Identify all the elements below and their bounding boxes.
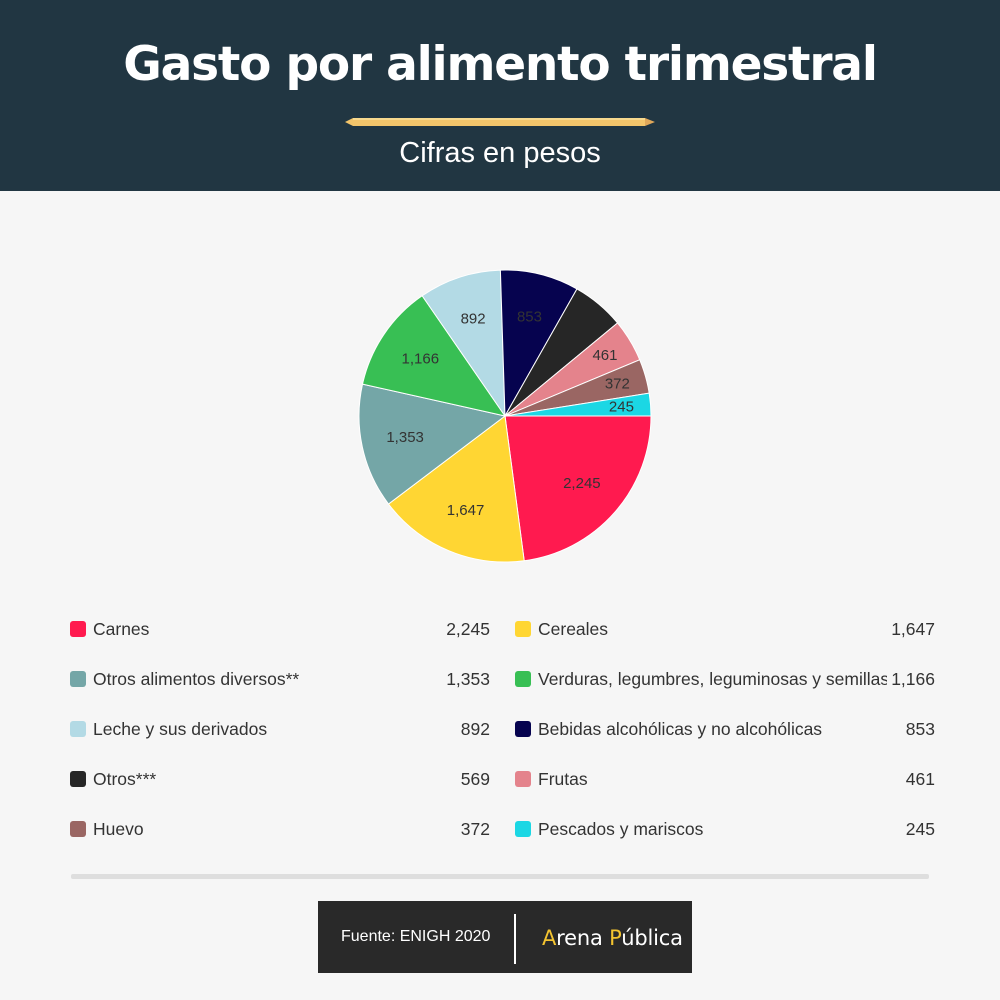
- legend-label: Huevo: [93, 818, 144, 839]
- legend-value: 1,166: [891, 668, 935, 689]
- slice-label-frutas: 461: [592, 347, 617, 364]
- legend-value: 461: [905, 768, 935, 789]
- slice-label-leche-y-sus-derivados: 892: [461, 310, 486, 327]
- legend-swatch: [70, 621, 86, 637]
- legend-label: Otros alimentos diversos**: [93, 668, 300, 689]
- legend-label: Verduras, legumbres, leguminosas y semil…: [538, 668, 888, 689]
- pie-slice-verduras-legumbres-leguminosas-y-semillas: [361, 295, 507, 417]
- legend-item-leche-y-sus-derivados: Leche y sus derivados 892: [70, 704, 490, 754]
- legend-item-carnes: Carnes 2,245: [70, 604, 490, 654]
- pie-chart: 2,245 1,647 1,353 1,166 892 853 461 372 245: [355, 266, 655, 566]
- legend-item-otros: Otros*** 569: [70, 754, 490, 804]
- legend-label: Carnes: [93, 618, 150, 639]
- legend-swatch: [70, 821, 86, 837]
- legend-item-pescados-y-mariscos: Pescados y mariscos 245: [515, 804, 935, 854]
- legend-swatch: [70, 721, 86, 737]
- legend-swatch: [515, 721, 531, 737]
- slice-label-cereales: 1,647: [447, 502, 485, 519]
- legend-value: 1,647: [891, 618, 935, 639]
- legend-value: 245: [905, 818, 935, 839]
- legend-value: 1,353: [446, 668, 490, 689]
- chart-legend: Carnes 2,245 Cereales 1,647 Otros alimentos …: [70, 604, 935, 854]
- header-banner: Gasto por alimento trimestral Cifras en …: [0, 0, 1000, 191]
- legend-swatch: [515, 821, 531, 837]
- pencil-divider-icon: [345, 118, 655, 126]
- pie-slice-carnes: [504, 415, 652, 562]
- legend-item-otros-alimentos-diversos: Otros alimentos diversos** 1,353: [70, 654, 490, 704]
- legend-label: Bebidas alcohólicas y no alcohólicas: [538, 718, 823, 739]
- footer-bar: Fuente: ENIGH 2020 Arena Pública: [318, 901, 692, 973]
- source-note: Fuente: ENIGH 2020: [341, 928, 491, 945]
- legend-item-cereales: Cereales 1,647: [515, 604, 935, 654]
- footer-divider: [514, 914, 516, 964]
- legend-swatch: [70, 671, 86, 687]
- legend-swatch: [70, 771, 86, 787]
- slice-label-huevo: 372: [605, 376, 630, 393]
- legend-swatch: [515, 771, 531, 787]
- slice-label-carnes: 2,245: [563, 475, 601, 492]
- divider-line: [71, 874, 929, 879]
- page-title: Gasto por alimento trimestral: [123, 37, 878, 92]
- legend-value: 2,245: [446, 618, 490, 639]
- legend-swatch: [515, 621, 531, 637]
- legend-label: Pescados y mariscos: [538, 818, 704, 839]
- legend-swatch: [515, 671, 531, 687]
- legend-label: Leche y sus derivados: [93, 718, 268, 739]
- legend-item-verduras-legumbres-leguminosas-y-semillas: Verduras, legumbres, leguminosas y semil…: [515, 654, 935, 704]
- slice-label-bebidas-alcoholicas-y-no-alcoholicas: 853: [517, 308, 542, 325]
- page-subtitle: Cifras en pesos: [399, 137, 601, 169]
- legend-item-huevo: Huevo 372: [70, 804, 490, 854]
- legend-label: Cereales: [538, 618, 609, 639]
- pie-slice-cereales: [387, 415, 525, 563]
- legend-value: 892: [460, 718, 490, 739]
- legend-item-bebidas-alcoholicas-y-no-alcoholicas: Bebidas alcohólicas y no alcohólicas 853: [515, 704, 935, 754]
- slice-label-otros-alimentos-diversos: 1,353: [386, 429, 424, 446]
- pie-slice-otros-alimentos-diversos: [358, 383, 507, 505]
- legend-label: Otros***: [93, 768, 157, 789]
- pie-slice-pescados-y-mariscos: [504, 392, 652, 417]
- slice-label-verduras-legumbres-leguminosas-y-semillas: 1,166: [402, 350, 440, 367]
- legend-label: Frutas: [538, 768, 588, 789]
- legend-value: 372: [460, 818, 490, 839]
- pie-slice-leche-y-sus-derivados: [421, 269, 506, 418]
- slice-label-pescados-y-mariscos: 245: [609, 398, 634, 415]
- brand-logo: Arena Pública: [542, 926, 683, 950]
- legend-item-frutas: Frutas 461: [515, 754, 935, 804]
- pie-chart-svg: 2,245 1,647 1,353 1,166 892 853 461 372 245: [358, 269, 652, 563]
- legend-value: 569: [460, 768, 490, 789]
- legend-value: 853: [905, 718, 935, 739]
